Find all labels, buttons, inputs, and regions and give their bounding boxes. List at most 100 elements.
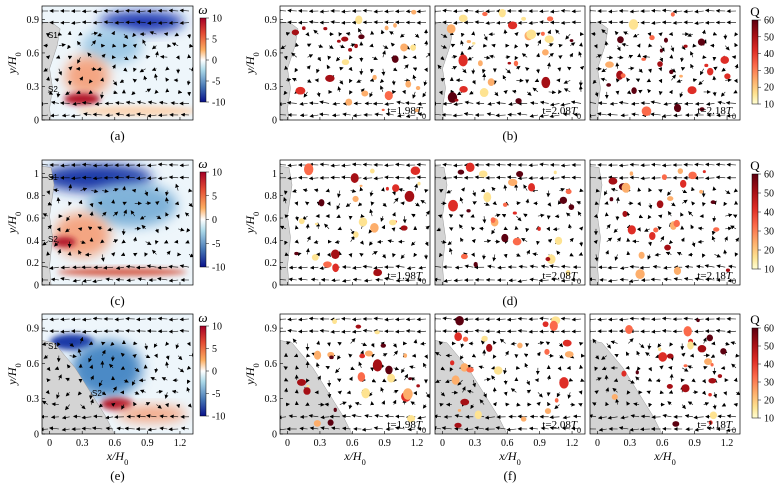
velocity-arrow <box>306 65 311 70</box>
velocity-arrow <box>115 100 124 105</box>
velocity-arrow <box>97 201 103 206</box>
velocity-arrow <box>295 42 299 47</box>
velocity-arrow <box>147 100 157 105</box>
velocity-arrow <box>175 183 180 191</box>
velocity-arrow <box>42 101 49 106</box>
velocity-arrow <box>671 68 676 73</box>
velocity-arrow <box>81 100 92 105</box>
velocity-arrow <box>503 90 508 95</box>
velocity-arrow <box>491 228 496 235</box>
velocity-arrow <box>516 201 521 206</box>
velocity-arrow <box>65 228 70 233</box>
velocity-arrow <box>284 252 289 257</box>
velocity-arrow <box>171 42 179 47</box>
velocity-arrow <box>316 68 320 74</box>
velocity-arrow <box>628 54 634 59</box>
velocity-arrow <box>435 277 442 282</box>
velocity-arrow <box>336 214 341 218</box>
velocity-arrow <box>369 43 374 48</box>
velocity-arrow <box>107 227 114 232</box>
velocity-arrow <box>42 162 49 167</box>
vortex-core-blob <box>359 184 363 187</box>
velocity-arrow <box>440 44 448 49</box>
vortex-core-blob <box>507 178 518 187</box>
velocity-arrow <box>650 100 661 105</box>
velocity-arrow <box>521 237 528 242</box>
vorticity-colorbar-tick-label: -10 <box>212 412 225 423</box>
velocity-arrow <box>105 277 114 282</box>
velocity-arrow <box>360 214 365 218</box>
vortex-core-blob <box>411 9 417 15</box>
velocity-arrow <box>97 226 103 231</box>
vortex-core-blob <box>372 359 383 372</box>
velocity-arrow <box>165 66 170 71</box>
vortex-core-blob <box>672 421 680 427</box>
velocity-arrow <box>56 91 61 98</box>
velocity-arrow <box>699 68 704 76</box>
velocity-arrow <box>523 184 528 191</box>
velocity-arrow <box>368 241 373 246</box>
vortex-core-blob <box>564 351 574 358</box>
velocity-arrow <box>462 68 467 74</box>
velocity-arrow <box>47 90 54 95</box>
velocity-arrow <box>579 65 585 71</box>
velocity-arrow <box>379 78 385 83</box>
velocity-arrow <box>601 29 607 35</box>
velocity-arrow <box>417 101 427 106</box>
velocity-arrow <box>658 32 663 37</box>
velocity-arrow <box>308 20 319 25</box>
velocity-arrow <box>437 64 442 69</box>
velocity-arrow <box>91 66 97 71</box>
velocity-arrow <box>54 241 60 247</box>
velocity-arrow <box>68 66 73 71</box>
velocity-arrow <box>349 90 353 95</box>
velocity-arrow <box>454 265 463 270</box>
vorticity-colorbar-bar <box>199 171 207 268</box>
velocity-arrow <box>350 235 355 242</box>
vortex-core-blob <box>330 249 340 260</box>
velocity-arrow <box>717 100 726 105</box>
velocity-arrow <box>595 54 602 59</box>
y-tick-label: 0.3 <box>265 82 278 93</box>
velocity-arrow <box>660 45 665 52</box>
vortex-core-blob <box>502 202 508 207</box>
velocity-arrow <box>398 188 405 192</box>
velocity-arrow <box>435 20 442 25</box>
velocity-arrow <box>549 114 560 119</box>
velocity-arrow <box>82 278 92 283</box>
velocity-arrow <box>539 100 549 105</box>
vortex-core-blob <box>621 182 631 193</box>
velocity-arrow <box>46 76 50 81</box>
vorticity-colorbar-tick-label: 5 <box>212 191 217 202</box>
velocity-arrow <box>402 216 407 224</box>
velocity-arrow <box>79 76 84 81</box>
vortex-core-blob <box>391 55 399 63</box>
y-tick-label: 0.3 <box>27 82 40 93</box>
velocity-arrow <box>673 101 683 106</box>
x-tick-label: 0.9 <box>688 438 701 449</box>
y-tick-label: 1 <box>34 169 39 180</box>
x-tick-label: 0.6 <box>656 438 669 449</box>
velocity-arrow <box>55 55 61 59</box>
vortex-core-blob <box>513 60 519 67</box>
velocity-arrow <box>448 214 454 218</box>
velocity-arrow <box>154 187 159 192</box>
velocity-arrow <box>505 68 511 74</box>
velocity-arrow <box>349 78 353 84</box>
velocity-arrow <box>503 29 508 35</box>
vortex-core-blob <box>466 367 474 373</box>
x-axis-label: x/H0 <box>653 449 676 467</box>
vortex-core-blob <box>512 211 517 215</box>
velocity-arrow <box>435 266 442 268</box>
q-colorbar-title: Q <box>750 158 760 173</box>
velocity-arrow <box>425 210 430 217</box>
y-tick-label: 0.6 <box>265 214 278 225</box>
velocity-arrow <box>563 88 571 93</box>
velocity-arrow <box>136 112 146 117</box>
vortex-core-blob <box>477 60 483 67</box>
velocity-arrow <box>99 91 104 99</box>
velocity-arrow <box>536 68 541 74</box>
x-tick-label: 0.3 <box>624 438 637 449</box>
velocity-arrow <box>539 176 549 181</box>
